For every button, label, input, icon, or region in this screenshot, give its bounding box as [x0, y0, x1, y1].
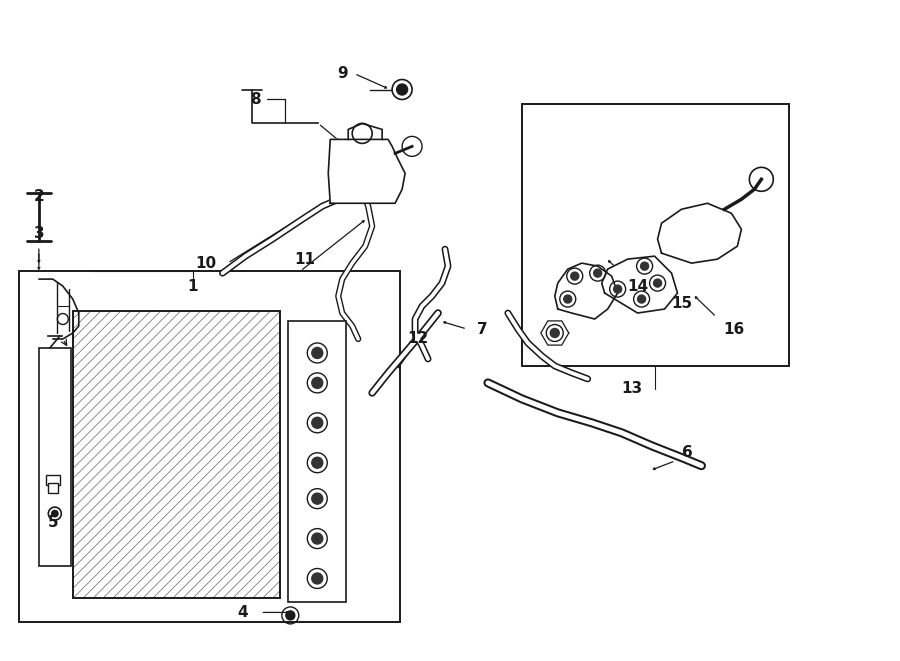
Text: 16: 16	[724, 321, 745, 336]
Circle shape	[563, 295, 572, 303]
Circle shape	[594, 269, 602, 277]
Circle shape	[311, 377, 323, 389]
Bar	[73, 311, 281, 598]
Circle shape	[311, 348, 323, 358]
Circle shape	[637, 295, 645, 303]
Polygon shape	[541, 321, 569, 345]
Text: 8: 8	[250, 92, 261, 107]
Circle shape	[311, 573, 323, 584]
Circle shape	[311, 417, 323, 428]
Text: 9: 9	[337, 66, 347, 81]
Text: 11: 11	[295, 252, 316, 266]
Circle shape	[550, 329, 559, 338]
Bar	[46, 475, 59, 485]
Circle shape	[397, 84, 408, 95]
Text: 6: 6	[682, 446, 693, 460]
Bar	[73, 311, 281, 598]
Bar	[39, 348, 71, 566]
Polygon shape	[554, 263, 617, 319]
Polygon shape	[328, 139, 405, 204]
Bar	[288, 321, 346, 602]
Text: 3: 3	[33, 225, 44, 241]
Circle shape	[311, 493, 323, 504]
Circle shape	[641, 262, 649, 270]
Circle shape	[286, 611, 295, 620]
Circle shape	[51, 510, 58, 517]
Text: 12: 12	[408, 331, 428, 346]
Text: 4: 4	[237, 605, 248, 620]
Text: 2: 2	[33, 189, 44, 204]
Polygon shape	[602, 256, 678, 313]
Text: 7: 7	[477, 321, 487, 336]
Text: 1: 1	[187, 278, 198, 293]
Circle shape	[571, 272, 579, 280]
Circle shape	[614, 285, 622, 293]
Circle shape	[311, 533, 323, 544]
Bar	[522, 104, 789, 366]
Text: 14: 14	[627, 278, 648, 293]
Text: 5: 5	[48, 515, 58, 530]
Text: 13: 13	[621, 381, 643, 397]
Text: 15: 15	[671, 295, 692, 311]
Polygon shape	[658, 204, 742, 263]
Bar	[48, 483, 58, 492]
Circle shape	[653, 279, 662, 287]
Text: 10: 10	[195, 256, 216, 270]
Circle shape	[311, 457, 323, 468]
Bar	[19, 271, 400, 623]
